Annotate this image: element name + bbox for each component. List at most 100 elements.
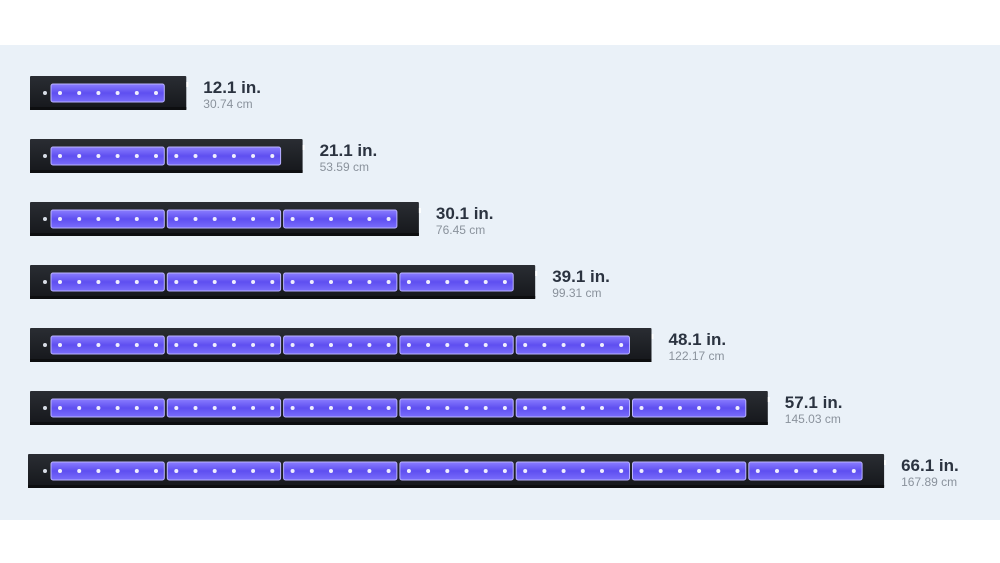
length-in: 12.1 in. — [203, 78, 261, 97]
led — [426, 280, 431, 284]
led — [348, 280, 353, 284]
led — [115, 343, 120, 347]
led — [251, 469, 256, 473]
led — [464, 343, 469, 347]
led — [231, 280, 236, 284]
led — [775, 469, 779, 473]
bar-edge — [28, 485, 885, 488]
led — [134, 406, 139, 410]
led — [231, 154, 236, 158]
length-cm: 167.89 cm — [901, 475, 957, 489]
led-segment — [632, 461, 747, 481]
led — [464, 406, 469, 410]
led — [735, 406, 740, 410]
end-cap — [535, 271, 538, 276]
led — [58, 91, 62, 95]
led — [406, 280, 411, 284]
led — [290, 406, 295, 410]
led — [483, 406, 488, 410]
led — [231, 469, 236, 473]
led — [580, 469, 585, 473]
led-segment — [166, 146, 282, 166]
led — [367, 217, 372, 221]
led — [386, 406, 391, 410]
led — [348, 217, 353, 221]
led — [445, 469, 450, 473]
led — [134, 343, 139, 347]
led — [619, 406, 624, 410]
led — [600, 343, 604, 347]
led-segment — [50, 209, 165, 229]
led-segment — [399, 398, 514, 418]
led — [270, 469, 275, 473]
led — [309, 343, 314, 347]
led — [134, 217, 139, 221]
length-cm: 122.17 cm — [669, 349, 725, 363]
led — [115, 406, 120, 410]
led — [580, 406, 585, 410]
led — [406, 469, 411, 473]
led — [367, 406, 372, 410]
led — [154, 154, 158, 158]
led-segment — [166, 209, 282, 229]
led — [77, 343, 82, 347]
led — [231, 343, 236, 347]
led — [251, 217, 256, 221]
led — [348, 406, 353, 410]
led — [251, 154, 256, 158]
led — [134, 154, 139, 158]
led — [58, 469, 62, 473]
led-segment — [399, 335, 514, 355]
status-dot — [43, 280, 47, 284]
led-segment — [515, 461, 631, 481]
led-segment — [283, 335, 398, 355]
led — [367, 343, 372, 347]
led — [77, 91, 82, 95]
status-dot — [43, 469, 47, 473]
length-cm: 76.45 cm — [436, 223, 485, 237]
led — [154, 91, 158, 95]
led — [212, 154, 217, 158]
led — [329, 406, 333, 410]
led — [309, 217, 314, 221]
led — [851, 469, 856, 473]
led — [115, 469, 120, 473]
length-in: 66.1 in. — [901, 456, 959, 475]
led — [580, 343, 585, 347]
bar-edge — [30, 422, 768, 425]
led — [212, 217, 217, 221]
led — [386, 469, 391, 473]
led — [309, 406, 314, 410]
led — [755, 469, 760, 473]
led — [251, 280, 256, 284]
led — [154, 217, 158, 221]
end-cap — [418, 208, 421, 213]
led — [77, 469, 82, 473]
led — [426, 406, 431, 410]
led — [193, 217, 198, 221]
status-dot — [43, 406, 47, 410]
end-cap — [884, 460, 887, 465]
led — [542, 469, 547, 473]
end-cap — [651, 334, 654, 339]
led — [134, 469, 139, 473]
end-cap — [767, 397, 770, 402]
led — [251, 343, 256, 347]
led — [658, 469, 663, 473]
led — [309, 469, 314, 473]
led-segment — [399, 272, 514, 292]
led — [464, 280, 469, 284]
led — [619, 343, 624, 347]
led — [212, 406, 217, 410]
led — [697, 406, 702, 410]
led — [96, 406, 101, 410]
led-segment — [50, 83, 165, 103]
led — [270, 217, 275, 221]
length-cm: 99.31 cm — [552, 286, 601, 300]
status-dot — [43, 91, 47, 95]
led — [174, 469, 179, 473]
bar-edge — [30, 359, 652, 362]
led — [290, 469, 295, 473]
led-segment — [399, 461, 514, 481]
led — [96, 154, 101, 158]
